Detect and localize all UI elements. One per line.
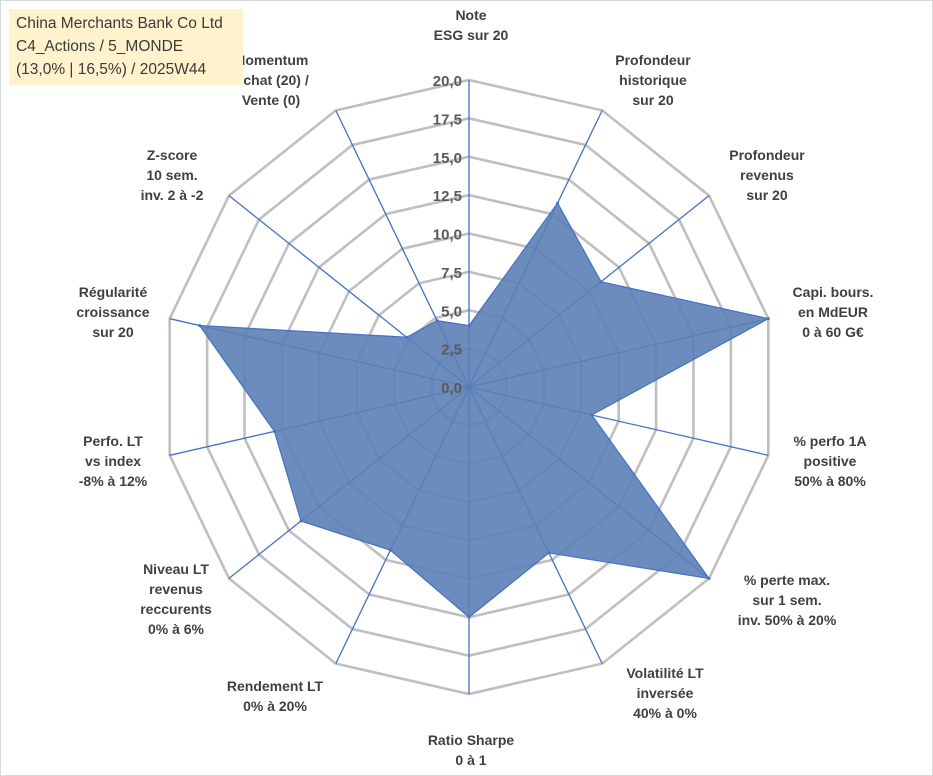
axis-label-line: Rendement LT — [227, 678, 324, 694]
axis-label: Perfo. LT vs index -8% à 12% — [79, 433, 148, 489]
tick-label: 7,5 — [441, 265, 462, 282]
axis-label-line: % perfo 1A — [793, 433, 866, 449]
data-point — [405, 335, 409, 339]
radar-series — [198, 201, 770, 619]
axis-label-line: en MdEUR — [798, 304, 868, 320]
axis-label-line: 0 à 60 G€ — [802, 324, 864, 340]
tick-label: 15,0 — [433, 150, 462, 167]
data-point — [599, 280, 603, 284]
axis-label-line: Niveau LT — [143, 561, 209, 577]
data-point — [272, 429, 276, 433]
axis-label-line: historique — [619, 72, 687, 88]
axis-label-line: -8% à 12% — [79, 473, 148, 489]
axis-label-line: Régularité — [79, 284, 148, 300]
axis-label-line: reccurents — [140, 601, 212, 617]
axis-label-line: Perfo. LT — [83, 433, 143, 449]
axis-label-line: revenus — [740, 167, 794, 183]
axis-label-line: Profondeur — [729, 147, 805, 163]
axis-label-line: Achat (20) / — [233, 72, 309, 88]
performance-details: (13,0% | 16,5%) / 2025W44 — [16, 61, 207, 78]
axis-label: Ratio Sharpe 0 à 1 — [428, 732, 515, 768]
axis-label-line: Volatilité LT — [626, 665, 704, 681]
tick-label: 12,5 — [433, 188, 462, 205]
axis-label-line: ESG sur 20 — [434, 27, 509, 43]
axis-label-line: sur 20 — [746, 187, 787, 203]
data-point — [467, 615, 471, 619]
axis-label: Momentum Achat (20) / Vente (0) — [233, 52, 309, 108]
axis-label: % perte max. sur 1 sem. inv. 50% à 20% — [738, 572, 837, 628]
axis-label-line: Ratio Sharpe — [428, 732, 515, 748]
company-name: China Merchants Bank Co Ltd — [16, 15, 223, 32]
axis-label-line: 0% à 6% — [148, 621, 205, 637]
axis-label: Profondeur historique sur 20 — [615, 52, 691, 108]
axis-label-line: sur 1 sem. — [752, 592, 821, 608]
axis-labels: Note ESG sur 20 Profondeur historique sur 20… — [76, 7, 873, 768]
axis-label-line: inv. 50% à 20% — [738, 612, 837, 628]
axis-label: Z-score 10 sem. inv. 2 à -2 — [141, 147, 204, 203]
tick-label: 20,0 — [433, 73, 462, 90]
axis-label-line: 0% à 20% — [243, 698, 307, 714]
radial-tick-labels: 0,0 2,5 5,0 7,5 10,0 12,5 15,0 17,5 20,0 — [433, 73, 462, 397]
data-point — [707, 576, 711, 580]
axis-label-line: % perte max. — [744, 572, 830, 588]
axis-label-line: sur 20 — [632, 92, 673, 108]
axis-label-line: positive — [804, 453, 857, 469]
axis-label-line: Note — [455, 7, 486, 23]
axis-label: Régularité croissance sur 20 — [76, 284, 149, 340]
axis-label-line: revenus — [149, 581, 203, 597]
data-point — [435, 319, 439, 323]
axis-label-line: Capi. bours. — [793, 284, 874, 300]
tick-label: 5,0 — [441, 303, 462, 320]
data-point — [299, 519, 303, 523]
axis-label: Note ESG sur 20 — [434, 7, 509, 43]
axis-label-line: 10 sem. — [146, 167, 197, 183]
axis-label-line: Z-score — [147, 147, 198, 163]
axis-label-line: inv. 2 à -2 — [141, 187, 204, 203]
axis-label-line: vs index — [85, 453, 141, 469]
axis-label: Volatilité LT inversée 40% à 0% — [626, 665, 704, 721]
axis-label-line: inversée — [637, 685, 694, 701]
axis-label-line: sur 20 — [92, 324, 133, 340]
tick-label: 0,0 — [441, 380, 462, 397]
axis-label: Profondeur revenus sur 20 — [729, 147, 805, 203]
series-area — [198, 201, 770, 619]
data-point — [766, 317, 770, 321]
data-point — [467, 324, 471, 328]
axis-label-line: 0 à 1 — [455, 752, 486, 768]
tick-label: 2,5 — [441, 342, 462, 359]
data-point — [547, 551, 551, 555]
axis-label-line: 40% à 0% — [633, 705, 697, 721]
axis-label-line: Profondeur — [615, 52, 691, 68]
data-point — [556, 201, 560, 205]
axis-label: Capi. bours. en MdEUR 0 à 60 G€ — [793, 284, 874, 340]
axis-label: Rendement LT 0% à 20% — [227, 678, 324, 714]
axis-label-line: 50% à 80% — [794, 473, 866, 489]
data-point — [590, 413, 594, 417]
portfolio-name: C4_Actions / 5_MONDE — [16, 38, 184, 55]
axis-label-line: croissance — [76, 304, 149, 320]
data-point — [198, 324, 202, 328]
axis-label: Niveau LT revenus reccurents 0% à 6% — [140, 561, 212, 637]
info-box: China Merchants Bank Co Ltd C4_Actions /… — [9, 9, 243, 85]
data-point — [388, 548, 392, 552]
axis-label: % perfo 1A positive 50% à 80% — [793, 433, 866, 489]
axis-label-line: Vente (0) — [242, 92, 300, 108]
axis-label-line: Momentum — [234, 52, 309, 68]
tick-label: 17,5 — [433, 111, 462, 128]
tick-label: 10,0 — [433, 227, 462, 244]
